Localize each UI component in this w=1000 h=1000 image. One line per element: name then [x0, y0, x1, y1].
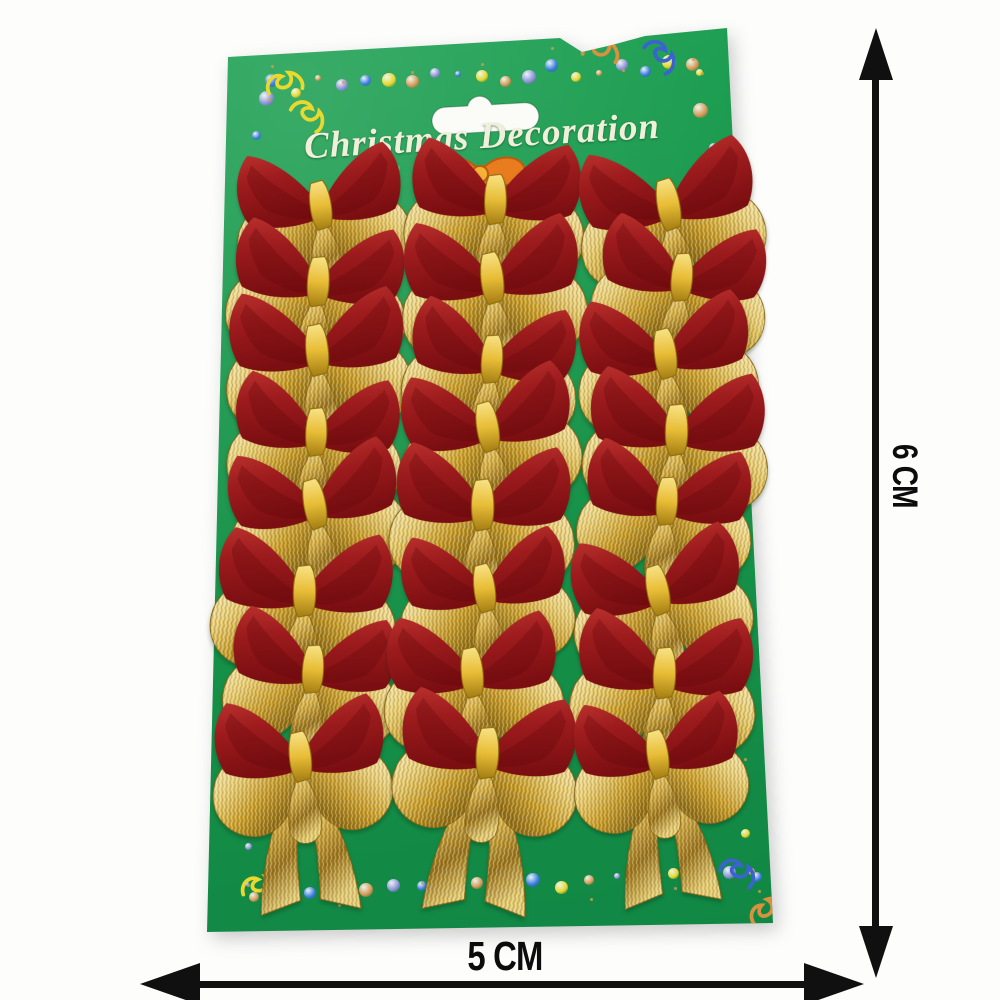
border-dot: [615, 59, 628, 72]
border-speckle-dot: [550, 47, 554, 51]
border-dot: [555, 880, 569, 894]
border-dot: [416, 881, 427, 892]
border-dot: [752, 872, 763, 883]
border-dot: [595, 69, 602, 76]
border-dot: [252, 130, 262, 140]
vertical-arrow-shaft: [872, 74, 879, 932]
border-dot: [387, 879, 401, 893]
border-speckle-dot: [622, 69, 626, 73]
hang-hole: [431, 95, 540, 135]
arrowhead-right-icon: [804, 963, 864, 1000]
border-speckle-dot: [481, 63, 485, 67]
border-dot: [695, 68, 703, 76]
arrowhead-down-icon: [859, 926, 893, 978]
border-dot: [290, 88, 301, 99]
border-speckle-dot: [691, 57, 695, 61]
arrowhead-left-icon: [140, 963, 200, 1000]
border-dot: [471, 877, 484, 890]
border-dot: [584, 875, 595, 886]
border-speckle-dot: [411, 70, 415, 74]
border-dot: [244, 881, 250, 887]
border-speckle-dot: [270, 65, 274, 69]
vertical-measure-arrow: [859, 28, 893, 978]
border-dot: [476, 69, 489, 82]
border-speckle-dot: [247, 884, 251, 888]
border-dot: [303, 887, 316, 900]
border-speckle-dot: [700, 72, 704, 76]
border-dot: [500, 75, 512, 87]
border-dot: [405, 74, 419, 88]
border-dot: [358, 883, 373, 898]
border-speckle-dot: [338, 903, 342, 907]
border-dot: [381, 73, 396, 88]
border-speckle-dot: [421, 882, 425, 886]
border-speckle-dot: [268, 98, 272, 102]
border-dot: [741, 829, 751, 839]
border-dot: [259, 90, 275, 106]
border-dot: [667, 867, 679, 879]
border-dot: [521, 70, 536, 85]
border-dot: [685, 57, 699, 71]
border-dot: [570, 72, 581, 83]
border-dot: [455, 70, 462, 77]
border-dot: [526, 873, 541, 888]
border-dot: [245, 843, 253, 851]
border-dot: [249, 892, 259, 903]
border-dot: [359, 74, 371, 86]
arrowhead-up-icon: [859, 28, 893, 80]
border-speckle-dot: [590, 898, 594, 902]
border-speckle-dot: [744, 757, 748, 761]
border-dot: [545, 59, 559, 73]
border-speckle-dot: [341, 80, 345, 84]
bow-ornament: [553, 668, 772, 939]
border-dot: [640, 66, 652, 78]
border-dot: [336, 78, 349, 91]
height-measure-label: 6 CM: [885, 444, 924, 508]
border-speckle-dot: [757, 890, 761, 894]
horizontal-arrow-shaft: [192, 981, 812, 988]
border-dot: [315, 75, 322, 82]
horizontal-measure-arrow: [140, 963, 864, 1000]
border-dot: [693, 102, 709, 118]
border-dot: [430, 67, 440, 78]
border-speckle-dot: [673, 886, 677, 890]
border-dot: [614, 872, 621, 879]
width-measure-label: 5 CM: [467, 932, 543, 979]
